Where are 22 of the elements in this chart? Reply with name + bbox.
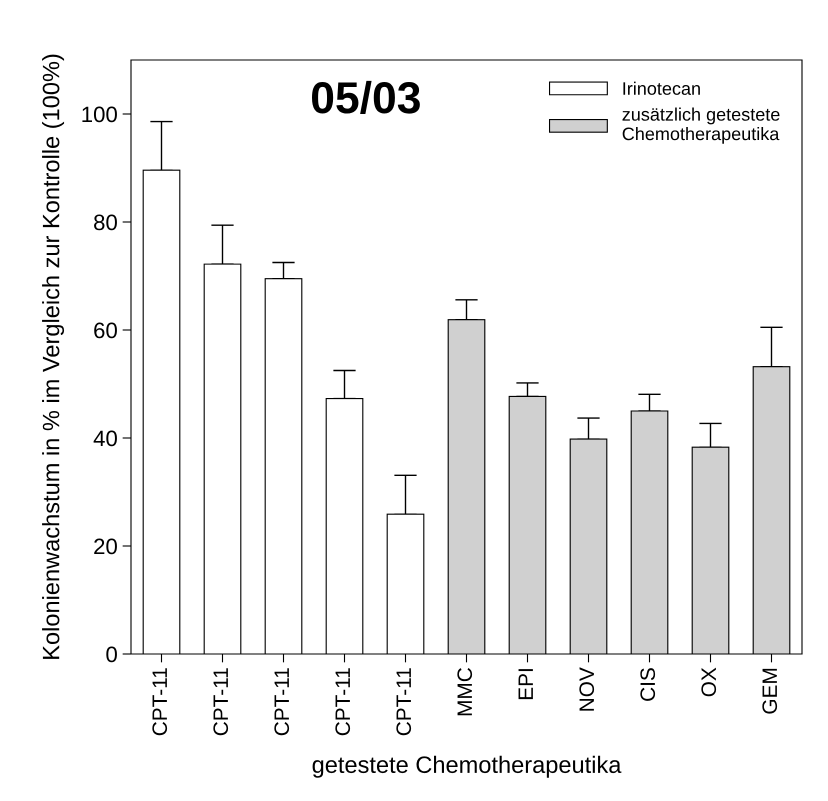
y-tick-label: 40 <box>94 430 117 446</box>
x-tick-label: CPT-11 <box>213 668 228 736</box>
y-tick-label: 20 <box>94 538 117 554</box>
legend-label: Irinotecan <box>623 82 700 95</box>
x-tick-label: EPI <box>518 669 533 700</box>
x-tick-label: CPT-11 <box>274 668 290 736</box>
x-tick-label: NOV <box>579 667 594 711</box>
y-tick-label: 0 <box>106 646 117 662</box>
x-tick-label: CIS <box>640 668 656 701</box>
x-tick-label: GEM <box>762 668 778 714</box>
x-tick-label: OX <box>701 668 716 696</box>
x-tick-label: CPT-11 <box>152 668 168 736</box>
x-tick-label: CPT-11 <box>396 668 412 736</box>
x-axis-title: getestete Chemotherapeutika <box>312 756 622 778</box>
legend-label: zusätzlich getestete Chemotherapeutika <box>622 108 780 144</box>
y-axis-title: Kolonienwachstum in % im Vergleich zur Kontrolle (100%) <box>42 54 64 659</box>
x-tick-label: CPT-11 <box>335 668 350 736</box>
x-tick-label: MMC <box>457 668 472 716</box>
chart-title: 05/03 <box>312 80 420 114</box>
y-tick-label: 100 <box>82 106 117 122</box>
y-tick-label: 80 <box>94 214 117 230</box>
y-tick-label: 60 <box>94 322 117 338</box>
